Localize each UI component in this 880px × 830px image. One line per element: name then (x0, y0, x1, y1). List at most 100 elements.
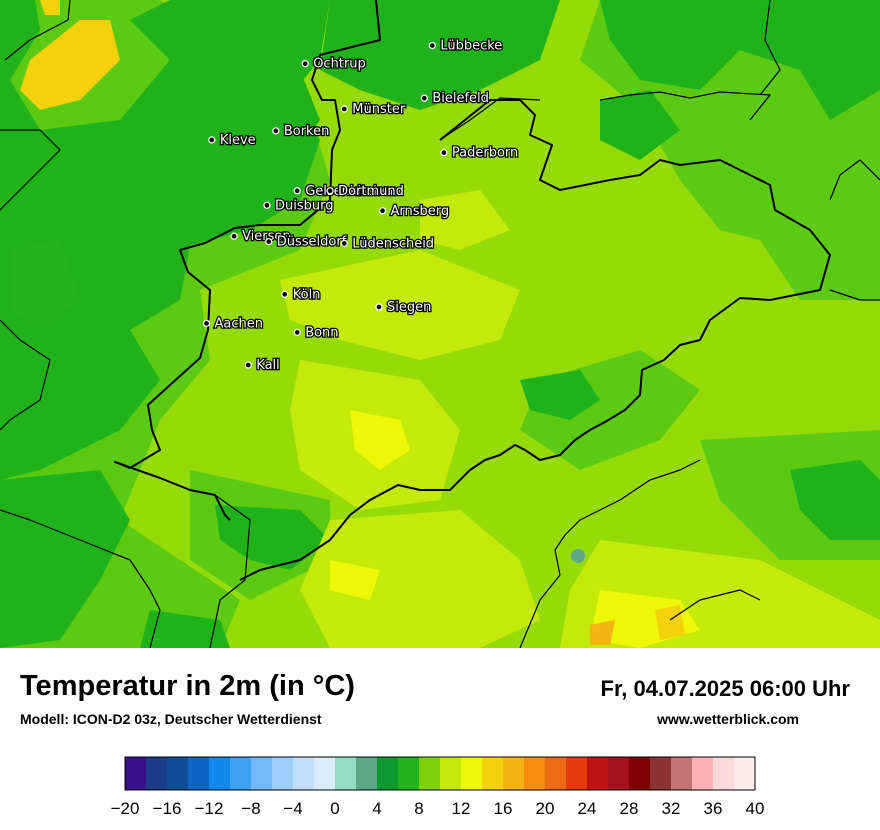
city-label: Bielefeld (432, 91, 489, 106)
colorbar-cell-13 (398, 757, 420, 790)
city-dot (420, 94, 428, 102)
colorbar-tick-label: −12 (195, 799, 224, 818)
city-dot (281, 290, 289, 298)
city-label: Ochtrup (313, 57, 366, 72)
colorbar-cell-1 (146, 757, 168, 790)
map-title: Temperatur in 2m (in °C) (20, 670, 355, 702)
colorbar-tick-label: 8 (414, 799, 423, 818)
temperature-field-cold-spot (571, 549, 585, 563)
border-south (519, 289, 880, 648)
valid-time: Fr, 04.07.2025 06:00 Uhr (600, 676, 851, 701)
city-label: Paderborn (452, 146, 518, 161)
colorbar-cell-18 (503, 757, 525, 790)
city-18[interactable]: Kall (244, 357, 281, 374)
city-dot (244, 361, 252, 369)
website-link[interactable]: www.wetterblick.com (657, 711, 799, 727)
city-dot (230, 232, 238, 240)
city-label: Siegen (387, 300, 431, 315)
city-dot (340, 239, 348, 248)
colorbar-tick-label: 16 (494, 799, 513, 818)
city-3[interactable]: Münster (340, 101, 407, 118)
city-11[interactable]: Viersen (230, 228, 292, 245)
colorbar-cell-23 (608, 757, 630, 790)
colorbar-cell-27 (692, 757, 714, 790)
colorbar-tick-label: 20 (536, 799, 555, 818)
colorbar-tick-label: 40 (746, 799, 765, 818)
colorbar-cell-19 (524, 757, 546, 790)
temperature-map[interactable]: Lübbecke Ochtrup Bielefeld Münster Borken Kle… (0, 0, 880, 648)
city-5[interactable]: Kleve (208, 132, 257, 149)
colorbar-cell-0 (125, 757, 147, 790)
city-15[interactable]: Siegen (375, 299, 433, 316)
city-dot (293, 187, 301, 195)
city-16[interactable]: Aachen (202, 315, 264, 333)
colorbar-cell-22 (587, 757, 609, 790)
colorbar-cell-17 (482, 757, 504, 790)
colorbar-tick-label: −8 (241, 799, 260, 818)
city-dot (378, 207, 387, 215)
colorbar-cells (125, 757, 756, 790)
city-label: Kall (256, 358, 280, 373)
colorbar-cell-21 (566, 757, 588, 790)
colorbar-frame (124, 756, 756, 791)
footer: Temperatur in 2m (in °C) Modell: ICON-D2… (0, 648, 880, 830)
city-7[interactable]: Gelsenkirchen (293, 182, 399, 200)
colorbar-cell-12 (377, 757, 399, 790)
city-dot (293, 328, 301, 337)
colorbar-tick-label: −4 (283, 799, 302, 818)
city-14[interactable]: Köln (281, 286, 322, 304)
city-2[interactable]: Bielefeld (420, 90, 490, 107)
colorbar-cell-11 (356, 757, 378, 790)
city-4[interactable]: Borken (272, 123, 331, 140)
city-label: Gelsenkirchen (305, 184, 398, 199)
colorbar-tick-label: 0 (330, 799, 339, 818)
city-label: Dortmund (338, 184, 404, 199)
temperature-field-veryhot (20, 0, 685, 645)
colorbar-tick-label: 12 (452, 799, 471, 818)
city-17[interactable]: Bonn (293, 324, 340, 342)
colorbar-tick-label: 32 (662, 799, 681, 818)
city-dot (265, 237, 273, 246)
border-nl-de (0, 0, 161, 648)
city-label: Köln (293, 287, 321, 302)
colorbar-cell-4 (209, 757, 231, 790)
colorbar-tick-label: 24 (578, 799, 597, 818)
border-be (209, 494, 251, 648)
city-dot (340, 105, 348, 113)
city-dot (272, 127, 280, 135)
city-6[interactable]: Paderborn (440, 144, 520, 162)
city-9[interactable]: Duisburg (263, 197, 335, 215)
colorbar-cell-8 (293, 757, 315, 790)
city-label: Duisburg (275, 198, 334, 213)
colorbar-cell-14 (419, 757, 441, 790)
colorbar-cell-7 (272, 757, 294, 790)
city-layer: Lübbecke Ochtrup Bielefeld Münster Borken Kle… (202, 37, 520, 374)
city-label: Arnsberg (391, 204, 450, 219)
city-label: Viersen (242, 229, 291, 244)
city-dot (428, 41, 436, 50)
temperature-field-cool (0, 0, 880, 648)
colorbar-ticks: −20 −16 −12 −8 −4 0 4 8 12 16 20 24 28 32 36 40 (111, 799, 765, 818)
border-nrw (114, 0, 831, 581)
city-label: Bonn (305, 325, 338, 340)
colorbar-tick-label: −20 (111, 799, 140, 818)
colorbar-cell-24 (629, 757, 651, 790)
city-label: Lüdenscheid (352, 236, 434, 251)
colorbar-cell-16 (461, 757, 483, 790)
city-13[interactable]: Lüdenscheid (340, 235, 435, 253)
city-1[interactable]: Ochtrup (301, 55, 367, 73)
colorbar-cell-2 (167, 757, 189, 790)
city-0[interactable]: Lübbecke (428, 37, 504, 55)
colorbar-tick-label: −16 (153, 799, 182, 818)
city-label: Aachen (215, 316, 263, 331)
city-10[interactable]: Arnsberg (378, 202, 450, 220)
city-label: Münster (352, 102, 406, 117)
colorbar-cell-15 (440, 757, 462, 790)
city-8[interactable]: Dortmund (326, 182, 405, 200)
city-label: Borken (284, 124, 330, 139)
colorbar-cell-29 (734, 757, 756, 790)
colorbar-cell-26 (671, 757, 693, 790)
city-label: Düsseldorf (277, 235, 347, 250)
city-12[interactable]: Düsseldorf (265, 233, 348, 251)
city-dot (208, 136, 216, 144)
